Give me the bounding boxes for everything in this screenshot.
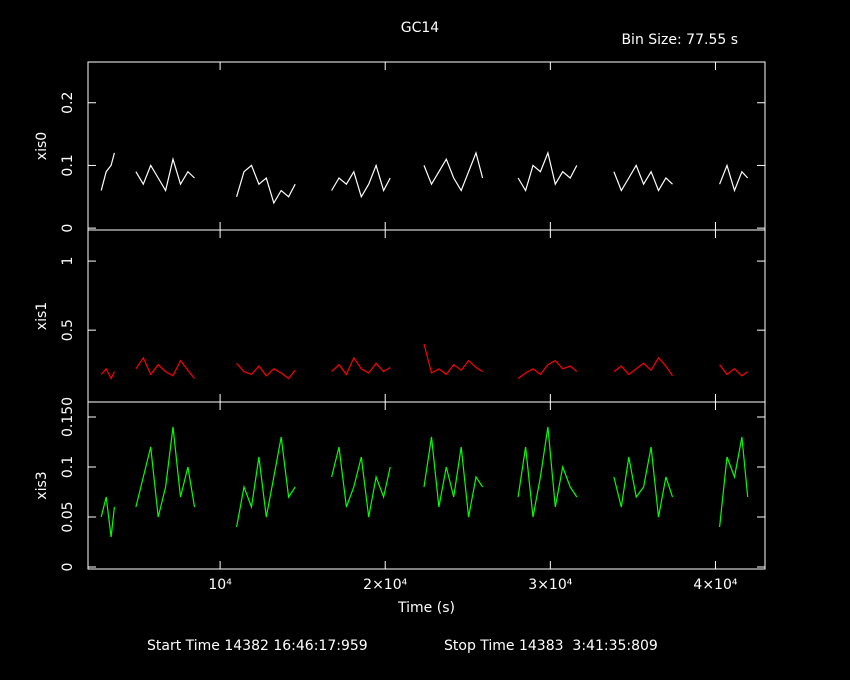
y-tick-label: 0.5 (60, 319, 76, 341)
y-tick-label: 0.150 (60, 397, 76, 437)
y-axis-label: xis1 (34, 302, 50, 330)
stop-time: Stop Time 14383 3:41:35:809 (444, 638, 658, 654)
y-tick-label: 0.05 (60, 501, 76, 532)
y-tick-label: 0.1 (60, 154, 76, 176)
y-tick-label: 0.2 (60, 92, 76, 114)
light-curve (100, 150, 749, 205)
y-tick-label: 0 (60, 224, 76, 233)
start-time: Start Time 14382 16:46:17:959 (147, 638, 368, 654)
light-curve (100, 426, 749, 538)
panel-frame (87, 229, 766, 403)
x-tick-label: 10⁴ (208, 577, 232, 593)
x-tick-label: 4×10⁴ (693, 577, 737, 593)
y-axis-label: xis0 (34, 132, 50, 160)
chart-title: GC14 (401, 20, 440, 36)
panel-frame (87, 401, 766, 570)
x-axis-label: Time (s) (397, 600, 455, 616)
panel-frame (87, 61, 766, 231)
y-axis-label: xis3 (34, 471, 50, 499)
y-tick-label: 0.1 (60, 456, 76, 478)
y-tick-label: 1 (60, 257, 76, 266)
bin-size: Bin Size: 77.55 s (621, 32, 738, 48)
x-tick-label: 2×10⁴ (363, 577, 407, 593)
light-curve (100, 343, 749, 380)
y-tick-label: 0 (60, 563, 76, 572)
x-tick-label: 3×10⁴ (528, 577, 572, 593)
